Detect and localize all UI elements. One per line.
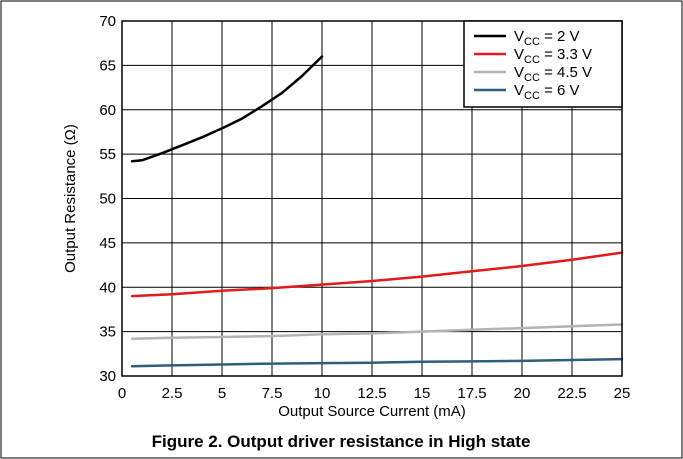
x-tick-label: 0 [118, 385, 126, 402]
legend-label-3: VCC = 6 V [514, 82, 580, 102]
y-axis-label: Output Resistance (Ω) [62, 124, 79, 273]
y-tick-label: 70 [99, 13, 116, 30]
x-tick-label: 7.5 [262, 385, 283, 402]
y-tick-label: 50 [99, 191, 116, 208]
x-axis-ticks: 0 2.5 5 7.5 10 12.5 15 17.5 20 22.5 25 [118, 385, 631, 402]
x-tick-label: 15 [414, 385, 431, 402]
figure-caption: Figure 2. Output driver resistance in Hi… [152, 432, 531, 451]
y-tick-label: 60 [99, 102, 116, 119]
x-tick-label: 2.5 [162, 385, 183, 402]
series-line-2 [130, 323, 624, 340]
series-line-0 [130, 55, 324, 163]
y-tick-label: 40 [99, 279, 116, 296]
x-tick-label: 17.5 [457, 385, 486, 402]
series-line-3 [130, 357, 624, 368]
y-tick-label: 30 [99, 368, 116, 385]
x-tick-label: 12.5 [357, 385, 386, 402]
y-axis-ticks: 30 35 40 45 50 55 60 65 70 [99, 13, 116, 385]
x-tick-label: 10 [314, 385, 331, 402]
x-axis-label: Output Source Current (mA) [278, 403, 466, 420]
y-tick-label: 35 [99, 324, 116, 341]
chart-series [130, 55, 624, 368]
legend-label-2: VCC = 4.5 V [514, 64, 592, 84]
plot-area [121, 20, 623, 377]
y-tick-label: 45 [99, 235, 116, 252]
x-tick-label: 20 [514, 385, 531, 402]
series-line-1 [130, 251, 624, 298]
x-tick-label: 22.5 [557, 385, 586, 402]
legend-label-1: VCC = 3.3 V [514, 46, 592, 66]
x-tick-label: 25 [614, 385, 631, 402]
y-tick-label: 55 [99, 146, 116, 163]
x-tick-label: 5 [218, 385, 226, 402]
y-tick-label: 65 [99, 57, 116, 74]
legend-label-0: VCC = 2 V [514, 28, 580, 48]
